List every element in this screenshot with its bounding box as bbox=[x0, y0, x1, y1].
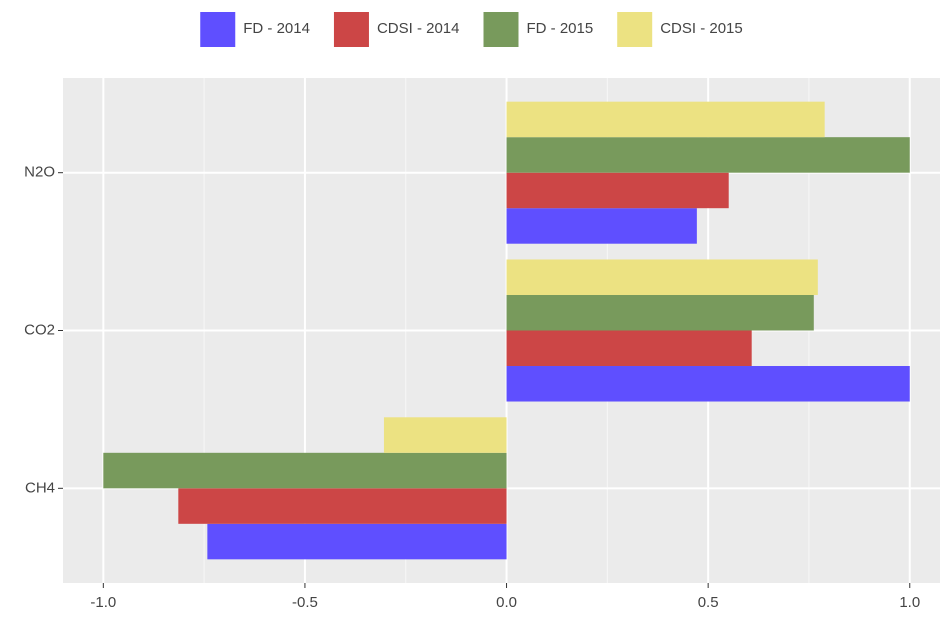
x-tick-label: 1.0 bbox=[899, 594, 920, 611]
y-tick-label: CH4 bbox=[25, 479, 55, 496]
legend-label: CDSI - 2014 bbox=[377, 20, 460, 37]
bar bbox=[506, 208, 697, 244]
bar bbox=[383, 417, 507, 453]
bar bbox=[207, 523, 507, 560]
bar bbox=[103, 452, 507, 489]
x-tick-label: 0.0 bbox=[496, 594, 517, 611]
bar bbox=[506, 294, 814, 331]
legend-swatch bbox=[617, 12, 653, 47]
bar bbox=[506, 259, 818, 295]
bar bbox=[506, 137, 910, 173]
bar bbox=[506, 366, 910, 402]
legend-label: FD - 2014 bbox=[243, 20, 310, 37]
legend-label: CDSI - 2015 bbox=[660, 20, 743, 37]
bar bbox=[506, 330, 752, 367]
legend-label: FD - 2015 bbox=[527, 20, 594, 37]
legend-swatch bbox=[483, 12, 519, 47]
bar bbox=[506, 101, 825, 138]
x-tick-label: 0.5 bbox=[698, 594, 719, 611]
y-tick-label: N2O bbox=[24, 164, 55, 181]
legend-swatch bbox=[333, 12, 369, 47]
x-tick-label: -1.0 bbox=[90, 594, 116, 611]
y-tick-label: CO2 bbox=[24, 321, 55, 338]
legend-swatch bbox=[200, 12, 236, 47]
x-tick-label: -0.5 bbox=[292, 594, 318, 611]
bar bbox=[506, 172, 729, 209]
bar bbox=[178, 488, 507, 524]
